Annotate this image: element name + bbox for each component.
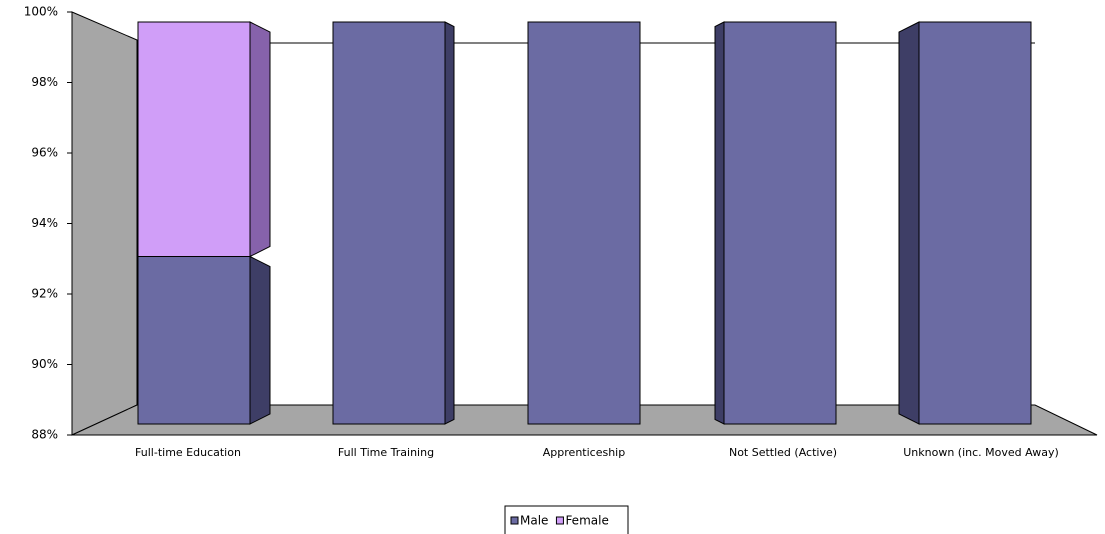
y-tick-label: 88% bbox=[31, 428, 58, 442]
x-tick-label: Not Settled (Active) bbox=[729, 446, 837, 459]
legend-swatch bbox=[510, 516, 519, 525]
bar-side bbox=[898, 21, 920, 425]
bar-side bbox=[444, 21, 455, 425]
left-wall bbox=[71, 11, 138, 436]
bar-side bbox=[714, 21, 725, 425]
legend: Male Female bbox=[504, 505, 629, 534]
x-tick-label: Full-time Education bbox=[135, 446, 241, 459]
legend-box bbox=[504, 505, 629, 534]
y-tick-label: 94% bbox=[31, 216, 58, 230]
bar-segment bbox=[527, 21, 641, 425]
bar-segment bbox=[332, 21, 446, 425]
bar-segment bbox=[137, 256, 251, 425]
x-tick-label: Apprenticeship bbox=[543, 446, 625, 459]
legend-label: Male bbox=[520, 514, 548, 528]
bar-segment bbox=[918, 21, 1032, 425]
legend-swatch bbox=[555, 516, 564, 525]
y-tick-label: 96% bbox=[31, 146, 58, 160]
y-tick-label: 98% bbox=[31, 75, 58, 89]
legend-label: Female bbox=[565, 514, 608, 528]
x-tick-label: Full Time Training bbox=[338, 446, 434, 459]
bar-segment bbox=[137, 21, 251, 257]
bar-side bbox=[249, 255, 271, 425]
x-tick-label: Unknown (inc. Moved Away) bbox=[903, 446, 1059, 459]
bar-segment bbox=[723, 21, 837, 425]
y-tick-label: 100% bbox=[24, 5, 58, 19]
y-tick-label: 90% bbox=[31, 357, 58, 371]
y-tick-label: 92% bbox=[31, 287, 58, 301]
bar-side bbox=[249, 21, 271, 258]
